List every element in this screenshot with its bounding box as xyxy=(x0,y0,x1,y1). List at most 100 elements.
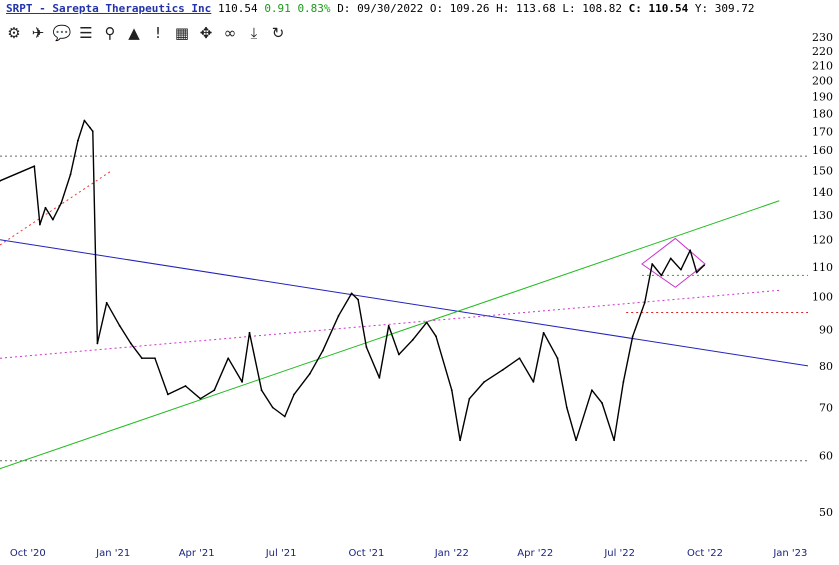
download-icon[interactable]: ⤓ xyxy=(250,24,258,42)
trendlines xyxy=(0,169,809,470)
price-point xyxy=(411,338,414,341)
y-tick-label: 140 xyxy=(812,186,833,199)
price-point xyxy=(321,349,324,352)
price-point xyxy=(51,218,54,221)
list-icon[interactable]: ☰ xyxy=(79,24,93,42)
price-point xyxy=(83,119,86,122)
price-point xyxy=(0,179,1,182)
y-tick-label: 80 xyxy=(819,360,833,373)
date-label: D: xyxy=(337,2,351,15)
low-value: 108.82 xyxy=(582,2,623,15)
price-point xyxy=(96,342,99,345)
price-point xyxy=(357,298,359,301)
price-point xyxy=(575,439,577,442)
x-tick-label: Apr '21 xyxy=(179,548,215,559)
y-tick-label: 210 xyxy=(812,60,833,73)
price-point xyxy=(350,292,353,295)
price-point xyxy=(613,439,616,442)
price-point xyxy=(91,130,94,133)
low-label: L: xyxy=(562,2,576,15)
price-point xyxy=(565,406,568,409)
price-point xyxy=(631,335,634,338)
price-point xyxy=(689,249,692,252)
trendline-0 xyxy=(0,239,809,367)
price-point xyxy=(337,314,340,317)
close-value: 110.54 xyxy=(648,2,689,15)
price-point xyxy=(501,368,504,371)
price-line-0 xyxy=(0,119,705,441)
diamond-pattern xyxy=(641,237,706,288)
date-value: 09/30/2022 xyxy=(357,2,424,15)
alert-icon[interactable]: ! xyxy=(154,24,161,42)
price-point xyxy=(283,415,286,418)
price-point xyxy=(260,389,263,392)
x-tick-label: Oct '22 xyxy=(687,548,723,559)
open-value: 109.26 xyxy=(449,2,490,15)
price-point xyxy=(248,331,251,334)
price-series xyxy=(0,119,706,442)
move-icon[interactable]: ✥ xyxy=(199,24,213,42)
price-point xyxy=(680,268,682,271)
price-point xyxy=(77,139,79,142)
y-tick-label: 220 xyxy=(812,45,833,58)
price-point xyxy=(89,126,91,129)
price-point xyxy=(129,342,132,345)
price-point xyxy=(167,393,169,396)
y-tick-label: 190 xyxy=(812,91,833,104)
price-point xyxy=(468,397,471,400)
calendar-icon[interactable]: ▦ xyxy=(174,24,190,42)
y-tick-label: 50 xyxy=(819,506,833,519)
price-point xyxy=(184,385,187,387)
year-label: Y: xyxy=(694,2,709,15)
link-icon[interactable]: ∞ xyxy=(223,24,237,42)
price-point xyxy=(556,357,559,360)
price-point xyxy=(703,264,706,267)
x-tick-label: Oct '21 xyxy=(348,548,384,559)
price-point xyxy=(293,393,295,396)
price-point xyxy=(271,406,274,409)
trendline-1 xyxy=(0,200,780,470)
y-tick-label: 60 xyxy=(819,449,833,462)
price-point xyxy=(308,372,311,375)
y-tick-label: 130 xyxy=(812,209,833,222)
price-point xyxy=(532,380,535,383)
last-price: 110.54 xyxy=(217,2,258,15)
price-point xyxy=(601,402,603,404)
x-axis-ticks: Oct '20 Jan '21 Apr '21 Jul '21 Oct '21 Jan '… xyxy=(10,548,808,559)
price-point xyxy=(199,397,202,400)
price-point xyxy=(241,380,244,383)
price-point xyxy=(69,173,72,176)
price-point xyxy=(669,257,672,260)
y-tick-label: 180 xyxy=(812,108,833,121)
refresh-icon[interactable]: ↻ xyxy=(271,24,285,42)
search-icon[interactable]: ⚲ xyxy=(104,24,116,42)
price-point xyxy=(651,263,654,265)
y-tick-label: 230 xyxy=(812,31,833,44)
diamond-pattern-shape xyxy=(641,237,706,288)
price-point xyxy=(60,202,63,204)
quote-header: SRPT - Sarepta Therapeutics Inc 110.54 0… xyxy=(6,2,755,15)
price-point xyxy=(695,271,698,274)
y-tick-label: 200 xyxy=(812,75,833,88)
price-point xyxy=(154,357,156,360)
price-point xyxy=(435,335,437,338)
symbol-link[interactable]: SRPT - Sarepta Therapeutics Inc xyxy=(6,2,212,15)
price-point xyxy=(33,165,36,168)
comment-icon[interactable]: 💬 xyxy=(52,24,72,42)
price-point xyxy=(141,357,143,360)
chart-settings-icon[interactable]: ⚙ xyxy=(7,24,21,42)
x-tick-label: Jan '22 xyxy=(434,548,469,559)
y-tick-label: 120 xyxy=(812,234,833,247)
x-tick-label: Apr '22 xyxy=(517,548,553,559)
price-point xyxy=(38,223,41,226)
twitter-icon[interactable]: ✈ xyxy=(31,24,45,42)
x-tick-label: Jul '22 xyxy=(603,548,635,559)
price-point xyxy=(459,439,462,442)
triangle-icon[interactable]: ▲ xyxy=(128,24,140,42)
price-point xyxy=(483,380,486,383)
price-point xyxy=(590,389,593,392)
price-point xyxy=(450,389,453,392)
high-label: H: xyxy=(496,2,510,15)
